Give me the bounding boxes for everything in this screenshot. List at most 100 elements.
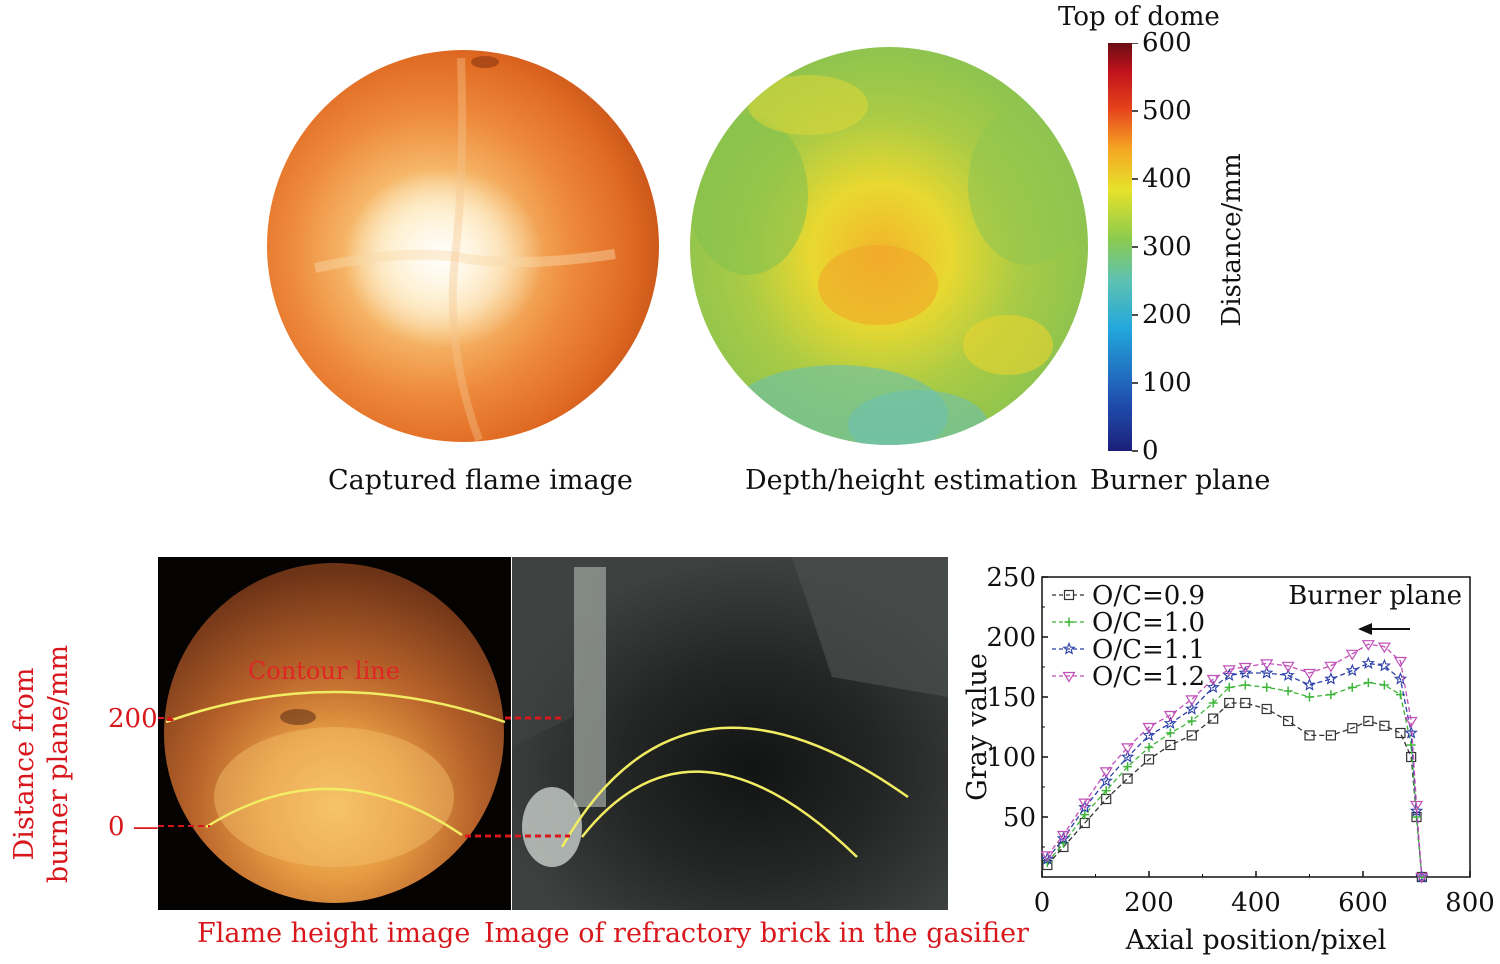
data-point [1099,767,1113,779]
data-point [1238,662,1252,674]
data-point [1142,728,1156,741]
depth-estimation-caption: Depth/height estimation [745,465,1078,496]
data-point [1121,743,1135,755]
y-tick-label: 200 [986,623,1036,653]
data-point [1304,730,1315,741]
series-line-2 [1046,662,1423,878]
data-point [1404,726,1418,739]
data-point [1078,800,1092,813]
data-point [1185,695,1199,707]
legend-entry: O/C=1.1 [1092,635,1205,665]
legend-marker [1064,617,1074,627]
x-tick-label: 0 [1034,888,1051,918]
series-line-3 [1046,643,1423,878]
data-point [1302,668,1317,680]
legend-entry: O/C=1.0 [1092,608,1205,638]
captured-flame-caption: Captured flame image [328,465,633,496]
data-point [1240,680,1250,690]
y-tick-label: 50 [1003,803,1036,833]
data-point [1206,680,1220,693]
data-point [1080,810,1090,820]
legend-marker [1063,589,1075,601]
colorbar-tick-label: 400 [1142,164,1192,194]
data-point [1302,677,1317,691]
height-tick-200: 200 - [108,704,175,734]
data-point [1261,703,1272,715]
data-point [1393,672,1408,685]
colorbar-tick-label: 300 [1142,232,1192,262]
data-point [1324,661,1338,673]
data-point [1101,786,1111,796]
data-point [1222,668,1236,682]
colorbar [1108,42,1168,457]
data-point [1120,749,1135,763]
colorbar-bottom-label: Burner plane [1090,465,1271,496]
data-point [1324,671,1338,685]
colorbar-tick-label: 500 [1142,96,1192,126]
data-point [1222,665,1236,677]
gray-value-chart: 0 200 400 600 800 50 100 150 200 250 Axial positio… [950,545,1500,964]
x-tick-label: 600 [1338,888,1388,918]
data-point [1377,658,1392,672]
data-point [1345,649,1359,661]
x-tick-label: 400 [1231,888,1281,918]
data-point [1404,716,1418,728]
data-point [1040,851,1054,863]
colorbar-tick-label: 600 [1142,28,1192,58]
data-point [1165,728,1175,738]
data-point [1377,642,1391,654]
legend-entry: O/C=1.2 [1092,662,1205,692]
data-point [1415,872,1429,884]
burner-plane-arrowhead [1358,623,1372,635]
y-axis-label: Gray value [962,653,993,801]
legend-marker [1062,641,1076,655]
data-point [1240,697,1251,709]
data-point [1283,715,1294,727]
colorbar-tick-label: 200 [1142,300,1192,330]
data-point [1163,716,1178,729]
data-point [1238,665,1252,679]
data-point [1078,798,1092,810]
data-point [1347,723,1358,734]
data-point [1281,668,1295,681]
colorbar-tick-labels: 600 500 400 300 200 100 0 [1142,28,1202,466]
burner-plane-annotation: Burner plane [1288,581,1462,611]
data-point [1363,715,1374,727]
x-tick-label: 200 [1124,888,1174,918]
colorbar-tick-label: 100 [1142,368,1192,398]
data-point [1326,690,1336,700]
flame-height-caption: Flame height image [197,918,471,949]
colorbar-top-label: Top of dome [1058,2,1220,32]
data-point [1186,730,1197,741]
data-point [1325,730,1336,741]
data-point [1347,682,1357,692]
data-point [1144,742,1154,752]
data-point [1406,740,1416,750]
refractory-brick-caption: Image of refractory brick in the gasifie… [484,918,1029,949]
data-point [1395,727,1406,739]
data-point [1363,678,1373,688]
data-point [1208,713,1219,724]
x-axis-label: Axial position/pixel [1125,925,1387,956]
data-point [1393,656,1408,668]
data-point [1379,720,1390,731]
series-line-0 [1046,702,1423,878]
contour-line-label: Contour line [248,657,400,685]
data-point [1379,680,1389,690]
data-point [1208,698,1218,708]
data-point [1305,692,1314,702]
x-tick-label: 800 [1445,888,1495,918]
series-line-1 [1046,681,1423,878]
legend-entry: O/C=0.9 [1092,581,1205,611]
data-point [1224,682,1234,692]
colorbar-tick-label: 0 [1142,436,1159,466]
data-point [1260,659,1274,671]
data-point [1361,656,1376,670]
data-point [1409,800,1424,812]
data-point [1283,686,1293,696]
data-point [1361,640,1375,651]
data-point [1056,830,1070,842]
data-point [1123,762,1133,772]
data-point [1260,665,1274,679]
refractory-brick-image [512,557,948,910]
